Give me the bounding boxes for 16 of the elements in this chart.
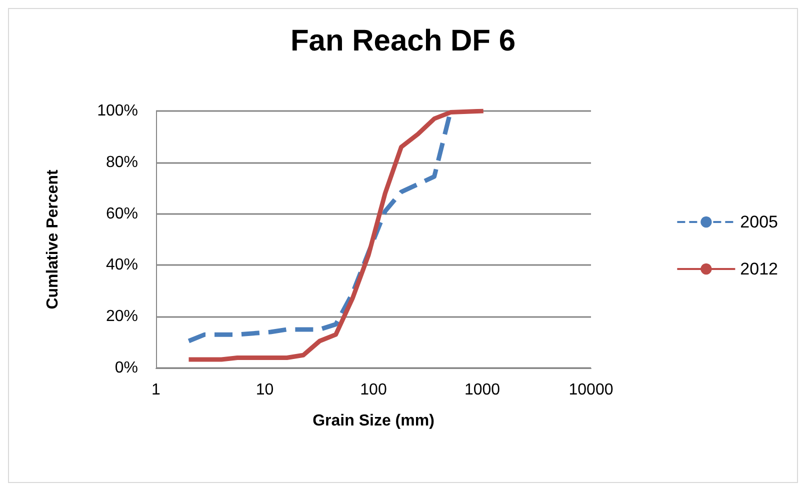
- y-tick-label: 0%: [114, 360, 138, 376]
- y-tick-label: 40%: [106, 256, 138, 274]
- y-tick-label: 100%: [97, 102, 138, 120]
- x-tick-label: 10000: [568, 382, 614, 398]
- y-tick-label: 60%: [106, 205, 138, 222]
- y-tick-label: 80%: [106, 154, 138, 171]
- x-tick-label: 10: [256, 382, 274, 398]
- x-axis-title: Grain Size (mm): [312, 412, 434, 430]
- chart-title: Fan Reach DF 6: [290, 24, 516, 58]
- x-tick-label: 100: [360, 382, 387, 398]
- legend-label: 2005: [740, 212, 778, 232]
- y-tick-label: 20%: [106, 308, 138, 326]
- x-tick-label: 1000: [464, 382, 500, 398]
- y-axis-title: Cumlative Percent: [44, 169, 62, 310]
- x-tick-label: 1: [152, 382, 161, 398]
- legend-label: 2012: [740, 260, 778, 278]
